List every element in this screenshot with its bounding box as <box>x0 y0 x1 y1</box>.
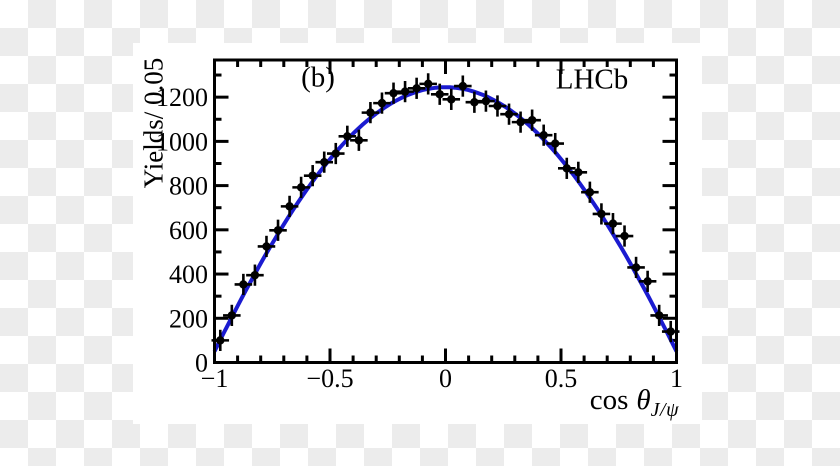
data-point <box>608 219 618 228</box>
x-tick-label: −1 <box>201 364 229 393</box>
y-tick-label: 0 <box>195 349 208 378</box>
y-tick-label: 200 <box>169 304 208 333</box>
x-axis-title: cos θJ/ψ <box>589 384 679 421</box>
data-point <box>320 157 329 167</box>
data-point <box>435 90 444 99</box>
data-point <box>308 171 317 180</box>
data-point <box>654 311 664 320</box>
data-point <box>250 270 260 280</box>
data-point <box>574 168 583 177</box>
data-point <box>666 327 675 336</box>
data-point <box>239 280 248 289</box>
y-axis-title: Yields/ 0.05 <box>138 57 169 189</box>
data-point <box>447 95 456 104</box>
y-tick-label: 1200 <box>156 83 208 112</box>
y-tick-label: 800 <box>169 172 208 201</box>
data-point <box>551 139 560 148</box>
y-tick-label: 600 <box>169 216 208 245</box>
experiment-label: LHCb <box>555 63 629 96</box>
data-point <box>400 87 410 96</box>
data-point <box>562 164 571 173</box>
fit-curve <box>212 85 679 353</box>
data-point <box>481 96 491 106</box>
data-point <box>273 226 283 235</box>
data-point <box>389 88 398 98</box>
x-tick-label: 1 <box>670 364 683 393</box>
data-point <box>620 231 629 241</box>
x-tick-label: 0.5 <box>545 364 578 393</box>
plot-frame <box>213 58 678 364</box>
data-point <box>412 84 421 93</box>
data-point <box>458 81 468 91</box>
data-point <box>597 209 606 219</box>
data-point <box>262 242 271 251</box>
data-point <box>343 132 352 141</box>
data-point <box>470 98 479 107</box>
data-point <box>504 109 514 119</box>
x-tick-label: −0.5 <box>306 364 353 393</box>
y-tick-label: 1000 <box>156 127 208 156</box>
data-point <box>643 277 652 286</box>
data-point <box>527 115 537 125</box>
data-point <box>539 130 548 140</box>
data-point <box>216 336 225 345</box>
x-axis-title-subscript: J/ψ <box>650 399 679 421</box>
data-point <box>354 136 364 145</box>
panel-label: (b) <box>301 61 335 94</box>
x-axis-title-cos: cos <box>589 384 629 416</box>
data-point <box>377 98 387 108</box>
data-point <box>493 101 502 111</box>
data-point <box>423 79 433 89</box>
x-tick-label: 0 <box>439 364 452 393</box>
data-point <box>585 188 595 197</box>
data-point <box>296 183 306 192</box>
data-point <box>516 117 525 127</box>
y-tick-label: 400 <box>169 260 208 289</box>
data-point <box>366 108 375 117</box>
data-point <box>285 202 294 211</box>
data-point <box>331 149 340 158</box>
data-point <box>227 311 237 320</box>
data-point <box>631 263 641 272</box>
x-axis-title-theta: θ <box>636 384 651 416</box>
